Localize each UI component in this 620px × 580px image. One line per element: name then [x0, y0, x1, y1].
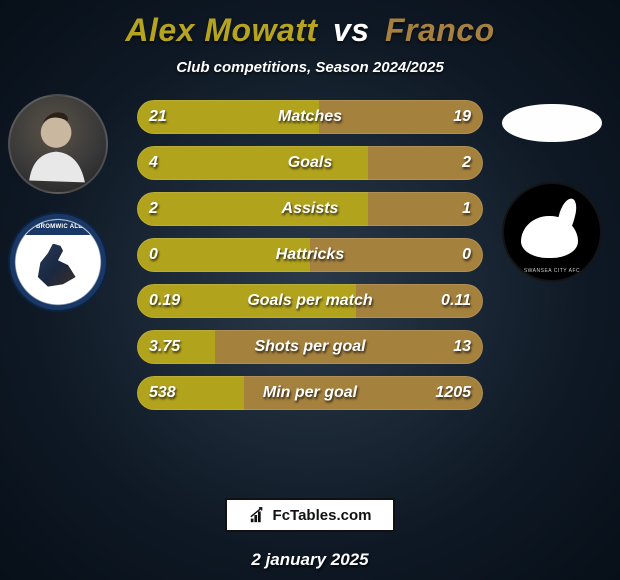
stat-right-value: 13 — [453, 330, 471, 364]
stat-row: 42Goals — [137, 146, 483, 180]
stat-row: 00Hattricks — [137, 238, 483, 272]
stat-left-value: 538 — [149, 376, 176, 410]
stat-row: 21Assists — [137, 192, 483, 226]
badge-left-text: EST BROMWIC ALBION — [16, 224, 100, 230]
stat-right-value: 1 — [462, 192, 471, 226]
footer-date: 2 january 2025 — [251, 550, 368, 570]
player1-club-badge: EST BROMWIC ALBION — [8, 212, 108, 312]
stat-row: 0.190.11Goals per match — [137, 284, 483, 318]
bar-left-fill — [137, 192, 368, 226]
site-logo-text: FcTables.com — [273, 507, 372, 524]
bar-left-fill — [137, 238, 310, 272]
stat-right-value: 19 — [453, 100, 471, 134]
stat-left-value: 0 — [149, 238, 158, 272]
stat-right-value: 1205 — [435, 376, 471, 410]
stat-left-value: 4 — [149, 146, 158, 180]
stat-left-value: 21 — [149, 100, 167, 134]
stat-left-value: 0.19 — [149, 284, 180, 318]
swan-icon — [516, 196, 589, 269]
stat-row: 2119Matches — [137, 100, 483, 134]
stat-right-value: 0 — [462, 238, 471, 272]
stat-left-value: 2 — [149, 192, 158, 226]
bar-left-fill — [137, 146, 368, 180]
stat-right-value: 2 — [462, 146, 471, 180]
stat-left-value: 3.75 — [149, 330, 180, 364]
stat-row: 5381205Min per goal — [137, 376, 483, 410]
fctables-logo-icon — [249, 506, 267, 524]
title-vs: vs — [333, 12, 370, 48]
left-column: EST BROMWIC ALBION — [8, 94, 108, 312]
stat-row: 3.7513Shots per goal — [137, 330, 483, 364]
bar-right-fill — [215, 330, 483, 364]
stat-right-value: 0.11 — [441, 284, 471, 318]
stats-area: EST BROMWIC ALBION SWANSEA CITY AFC 2119… — [0, 94, 620, 484]
player1-photo — [8, 94, 108, 194]
site-logo-badge: FcTables.com — [225, 498, 396, 532]
title-player1: Alex Mowatt — [125, 12, 317, 48]
player1-silhouette-icon — [10, 94, 106, 194]
subtitle: Club competitions, Season 2024/2025 — [176, 59, 444, 76]
title-player2: Franco — [385, 12, 495, 48]
stat-bars: 2119Matches42Goals21Assists00Hattricks0.… — [137, 100, 483, 410]
player2-club-badge: SWANSEA CITY AFC — [502, 182, 602, 282]
throstle-bird-icon — [33, 244, 83, 292]
player2-photo — [502, 104, 602, 142]
badge-right-text: SWANSEA CITY AFC — [504, 268, 600, 274]
page-title: Alex Mowatt vs Franco — [125, 12, 494, 49]
footer: FcTables.com 2 january 2025 — [225, 498, 396, 570]
bar-right-fill — [310, 238, 483, 272]
right-column: SWANSEA CITY AFC — [502, 94, 602, 282]
